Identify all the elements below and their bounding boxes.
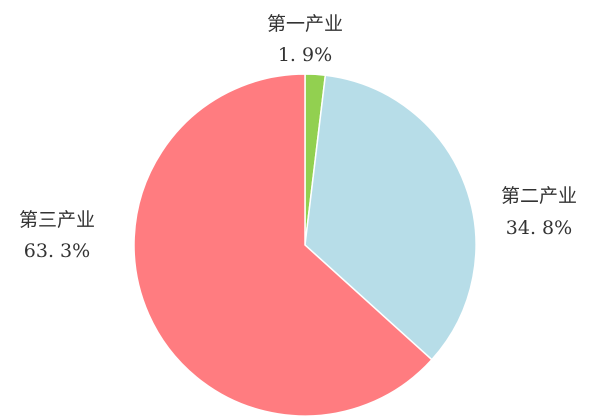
value-label-secondary: 34. 8% xyxy=(506,217,572,239)
category-label-tertiary: 第三产业 xyxy=(19,209,95,231)
pie-slice-tertiary xyxy=(133,73,433,416)
pie-labels: 第一产业 1. 9% 第二产业 34. 8% 第三产业 63. 3% xyxy=(19,13,577,262)
value-label-primary: 1. 9% xyxy=(278,44,332,66)
category-label-secondary: 第二产业 xyxy=(501,185,577,207)
category-label-primary: 第一产业 xyxy=(267,13,343,35)
pie-slices xyxy=(133,73,477,416)
pie-slice-secondary xyxy=(304,74,477,361)
value-label-tertiary: 63. 3% xyxy=(24,240,90,262)
